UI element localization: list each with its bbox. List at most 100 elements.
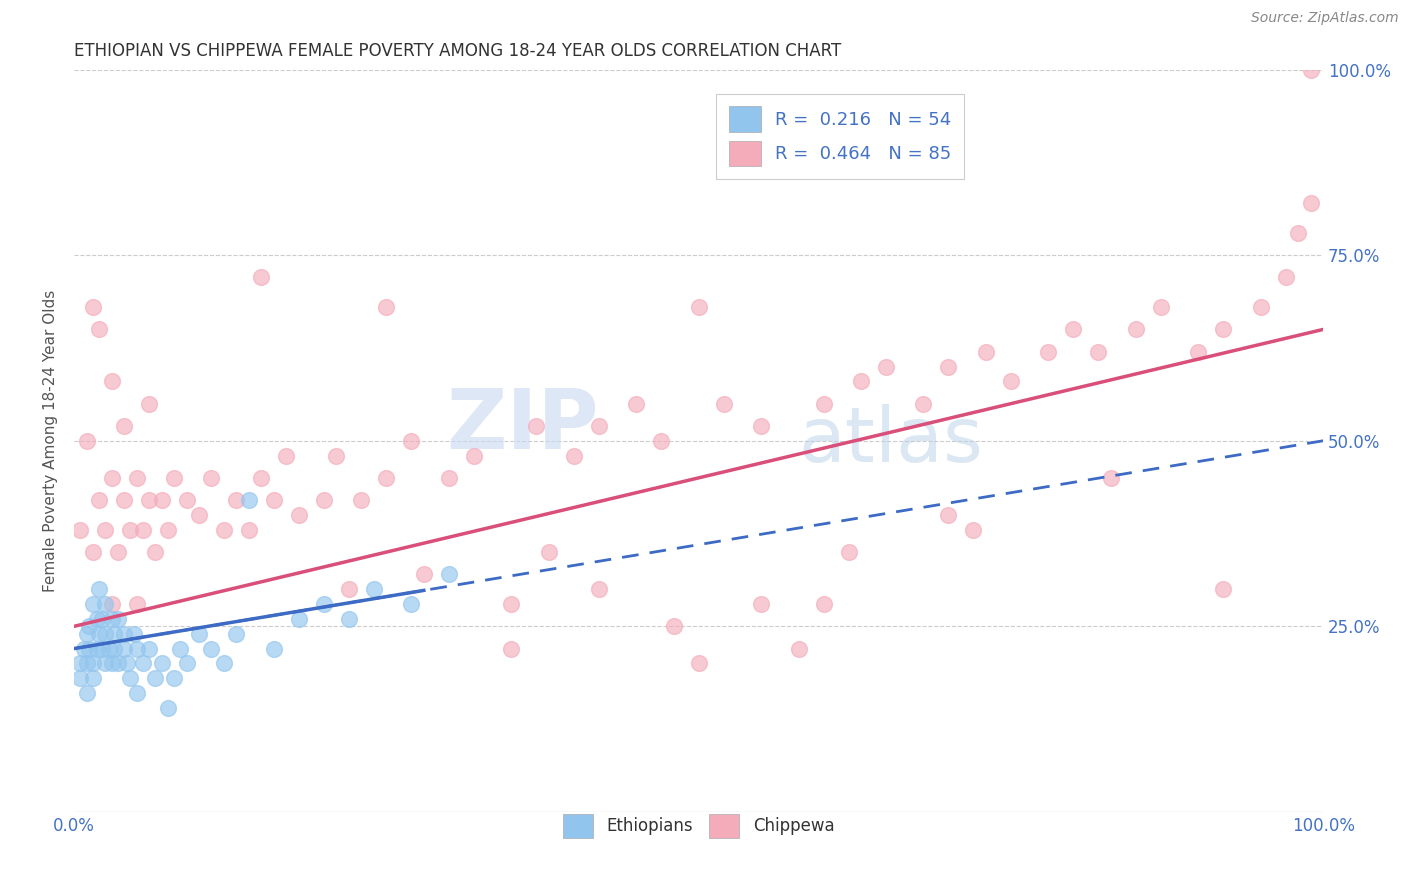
Point bbox=[120, 523, 142, 537]
Point bbox=[250, 270, 273, 285]
Point bbox=[938, 359, 960, 374]
Point bbox=[87, 626, 110, 640]
Point bbox=[787, 641, 810, 656]
Point bbox=[76, 434, 98, 448]
Point bbox=[813, 397, 835, 411]
Point bbox=[103, 641, 125, 656]
Point bbox=[143, 545, 166, 559]
Point bbox=[276, 449, 298, 463]
Text: atlas: atlas bbox=[799, 404, 983, 478]
Point bbox=[524, 418, 547, 433]
Point bbox=[150, 493, 173, 508]
Point bbox=[150, 657, 173, 671]
Point bbox=[98, 641, 121, 656]
Point bbox=[112, 641, 135, 656]
Point bbox=[163, 671, 186, 685]
Point bbox=[263, 641, 285, 656]
Point bbox=[94, 657, 117, 671]
Point bbox=[156, 701, 179, 715]
Point bbox=[212, 523, 235, 537]
Point bbox=[87, 322, 110, 336]
Point bbox=[225, 493, 247, 508]
Point bbox=[200, 641, 222, 656]
Point bbox=[107, 545, 129, 559]
Point bbox=[1000, 375, 1022, 389]
Point bbox=[562, 449, 585, 463]
Point bbox=[212, 657, 235, 671]
Point bbox=[122, 626, 145, 640]
Point bbox=[77, 641, 100, 656]
Point bbox=[94, 523, 117, 537]
Point bbox=[76, 657, 98, 671]
Point bbox=[100, 612, 122, 626]
Point bbox=[337, 582, 360, 597]
Point bbox=[103, 626, 125, 640]
Point bbox=[437, 471, 460, 485]
Point bbox=[82, 545, 104, 559]
Point bbox=[849, 375, 872, 389]
Y-axis label: Female Poverty Among 18-24 Year Olds: Female Poverty Among 18-24 Year Olds bbox=[44, 290, 58, 592]
Point bbox=[94, 597, 117, 611]
Point bbox=[337, 612, 360, 626]
Point bbox=[962, 523, 984, 537]
Point bbox=[1299, 196, 1322, 211]
Point bbox=[132, 523, 155, 537]
Point bbox=[125, 686, 148, 700]
Point bbox=[112, 626, 135, 640]
Point bbox=[200, 471, 222, 485]
Point bbox=[401, 434, 423, 448]
Point bbox=[1062, 322, 1084, 336]
Point bbox=[1212, 582, 1234, 597]
Point bbox=[138, 493, 160, 508]
Point bbox=[238, 493, 260, 508]
Point bbox=[537, 545, 560, 559]
Point bbox=[813, 597, 835, 611]
Point bbox=[163, 471, 186, 485]
Point bbox=[76, 626, 98, 640]
Point bbox=[1212, 322, 1234, 336]
Point bbox=[288, 508, 311, 522]
Point bbox=[650, 434, 672, 448]
Point bbox=[437, 567, 460, 582]
Point bbox=[69, 671, 91, 685]
Point bbox=[86, 612, 108, 626]
Point bbox=[1187, 344, 1209, 359]
Point bbox=[90, 612, 112, 626]
Point bbox=[1087, 344, 1109, 359]
Point bbox=[69, 523, 91, 537]
Point bbox=[176, 493, 198, 508]
Point bbox=[125, 641, 148, 656]
Point bbox=[115, 657, 138, 671]
Point bbox=[325, 449, 347, 463]
Point bbox=[100, 657, 122, 671]
Point bbox=[238, 523, 260, 537]
Point bbox=[1299, 62, 1322, 77]
Point bbox=[375, 471, 398, 485]
Point bbox=[138, 397, 160, 411]
Point bbox=[112, 418, 135, 433]
Point bbox=[82, 597, 104, 611]
Point bbox=[912, 397, 935, 411]
Point bbox=[938, 508, 960, 522]
Point bbox=[138, 641, 160, 656]
Point bbox=[188, 508, 211, 522]
Point bbox=[125, 471, 148, 485]
Point bbox=[82, 671, 104, 685]
Text: ZIP: ZIP bbox=[446, 385, 599, 467]
Point bbox=[688, 300, 710, 314]
Point bbox=[312, 597, 335, 611]
Point bbox=[263, 493, 285, 508]
Point bbox=[1038, 344, 1060, 359]
Point bbox=[1150, 300, 1173, 314]
Point bbox=[837, 545, 859, 559]
Point bbox=[156, 523, 179, 537]
Point bbox=[73, 641, 96, 656]
Point bbox=[76, 686, 98, 700]
Legend: Ethiopians, Chippewa: Ethiopians, Chippewa bbox=[557, 807, 841, 845]
Point bbox=[94, 626, 117, 640]
Point bbox=[501, 597, 523, 611]
Point bbox=[82, 657, 104, 671]
Point bbox=[749, 597, 772, 611]
Point bbox=[100, 471, 122, 485]
Point bbox=[749, 418, 772, 433]
